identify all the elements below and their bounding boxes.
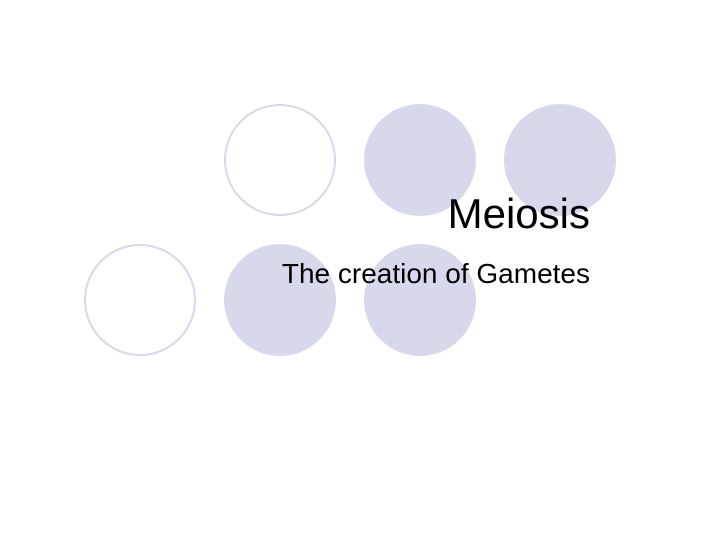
slide: Meiosis The creation of Gametes xyxy=(0,0,720,540)
slide-subtitle: The creation of Gametes xyxy=(282,258,590,290)
slide-title: Meiosis xyxy=(448,190,590,238)
decorative-circle-0 xyxy=(224,104,336,216)
decorative-circle-3 xyxy=(84,244,196,356)
